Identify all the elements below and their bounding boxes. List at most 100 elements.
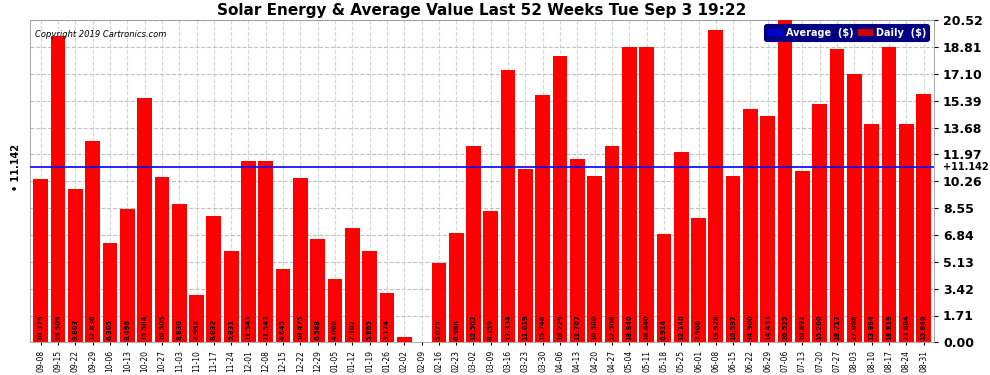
Bar [552, 56, 567, 342]
Text: 14.433: 14.433 [764, 314, 771, 340]
Bar [605, 146, 620, 342]
Bar [622, 47, 637, 342]
Text: 18.819: 18.819 [886, 314, 892, 340]
Text: 5.805: 5.805 [366, 319, 372, 340]
Text: 15.200: 15.200 [817, 315, 823, 340]
Bar [691, 218, 706, 342]
Text: 10.475: 10.475 [297, 315, 303, 340]
Bar [120, 209, 135, 342]
Bar [379, 292, 394, 342]
Text: 6.588: 6.588 [315, 319, 321, 340]
Bar [85, 141, 100, 342]
Text: 8.496: 8.496 [125, 319, 131, 340]
Bar [640, 47, 654, 342]
Text: 7.302: 7.302 [349, 319, 355, 340]
Text: 6.914: 6.914 [661, 319, 667, 340]
Text: 15.840: 15.840 [921, 315, 927, 340]
Bar [293, 178, 308, 342]
Bar [224, 251, 239, 342]
Text: 13.884: 13.884 [868, 314, 874, 340]
Text: • 11.142: • 11.142 [11, 144, 22, 191]
Bar [483, 211, 498, 342]
Text: 10.891: 10.891 [799, 314, 806, 340]
Bar [466, 146, 481, 342]
Text: 3.174: 3.174 [384, 319, 390, 340]
Bar [34, 180, 49, 342]
Bar [518, 170, 533, 342]
Text: +11.142: +11.142 [942, 162, 989, 172]
Bar [830, 49, 844, 342]
Bar [674, 152, 689, 342]
Bar [189, 296, 204, 342]
Bar [397, 337, 412, 342]
Text: 12.502: 12.502 [470, 315, 476, 340]
Bar [172, 204, 186, 342]
Text: 18.717: 18.717 [834, 314, 840, 340]
Bar [154, 177, 169, 342]
Text: 8.359: 8.359 [488, 319, 494, 340]
Bar [570, 159, 585, 342]
Text: 10.379: 10.379 [38, 314, 44, 340]
Bar [432, 263, 446, 342]
Text: 5.075: 5.075 [436, 319, 442, 340]
Text: 9.803: 9.803 [72, 319, 78, 340]
Bar [68, 189, 83, 342]
Bar [864, 124, 879, 342]
Text: 11.707: 11.707 [574, 314, 580, 340]
Text: 15.748: 15.748 [540, 315, 545, 340]
Bar [709, 30, 723, 342]
Bar [207, 216, 221, 342]
Title: Solar Energy & Average Value Last 52 Weeks Tue Sep 3 19:22: Solar Energy & Average Value Last 52 Wee… [218, 3, 746, 18]
Bar [778, 20, 792, 342]
Text: 7.906: 7.906 [696, 319, 702, 340]
Text: 8.032: 8.032 [211, 319, 217, 340]
Bar [881, 47, 896, 342]
Text: 4.645: 4.645 [280, 319, 286, 340]
Bar [587, 176, 602, 342]
Text: 19.509: 19.509 [55, 315, 61, 340]
Text: 15.584: 15.584 [142, 315, 148, 340]
Bar [345, 228, 359, 342]
Bar [138, 98, 151, 342]
Text: 11.543: 11.543 [246, 315, 251, 340]
Bar [656, 234, 671, 342]
Bar [501, 70, 516, 342]
Text: 19.928: 19.928 [713, 314, 719, 340]
Text: 17.334: 17.334 [505, 314, 511, 340]
Text: 6.988: 6.988 [453, 319, 459, 340]
Bar [846, 74, 861, 342]
Bar [760, 116, 775, 342]
Bar [743, 108, 757, 342]
Bar [916, 94, 931, 342]
Text: 4.008: 4.008 [332, 319, 338, 340]
Text: 13.884: 13.884 [903, 314, 909, 340]
Bar [726, 176, 741, 342]
Bar [310, 239, 325, 342]
Bar [813, 104, 827, 342]
Text: 18.840: 18.840 [644, 314, 649, 340]
Text: 18.229: 18.229 [557, 314, 563, 340]
Text: 10.505: 10.505 [159, 315, 165, 340]
Bar [103, 243, 118, 342]
Text: 11.543: 11.543 [262, 315, 268, 340]
Bar [50, 36, 65, 342]
Text: 8.830: 8.830 [176, 319, 182, 340]
Text: 5.831: 5.831 [228, 319, 235, 340]
Text: 10.580: 10.580 [592, 315, 598, 340]
Bar [536, 95, 550, 342]
Text: 2.992: 2.992 [193, 319, 200, 340]
Text: Copyright 2019 Cartronics.com: Copyright 2019 Cartronics.com [35, 30, 166, 39]
Bar [328, 279, 343, 342]
Text: 14.900: 14.900 [747, 314, 753, 340]
Text: 10.597: 10.597 [731, 315, 737, 340]
Bar [276, 270, 290, 342]
Legend: Average  ($), Daily  ($): Average ($), Daily ($) [765, 25, 929, 41]
Text: 12.140: 12.140 [678, 314, 684, 340]
Bar [899, 124, 914, 342]
Text: 12.508: 12.508 [609, 315, 615, 340]
Text: 11.019: 11.019 [523, 314, 529, 340]
Text: 6.305: 6.305 [107, 319, 113, 340]
Bar [362, 251, 377, 342]
Bar [242, 161, 255, 342]
Bar [448, 232, 463, 342]
